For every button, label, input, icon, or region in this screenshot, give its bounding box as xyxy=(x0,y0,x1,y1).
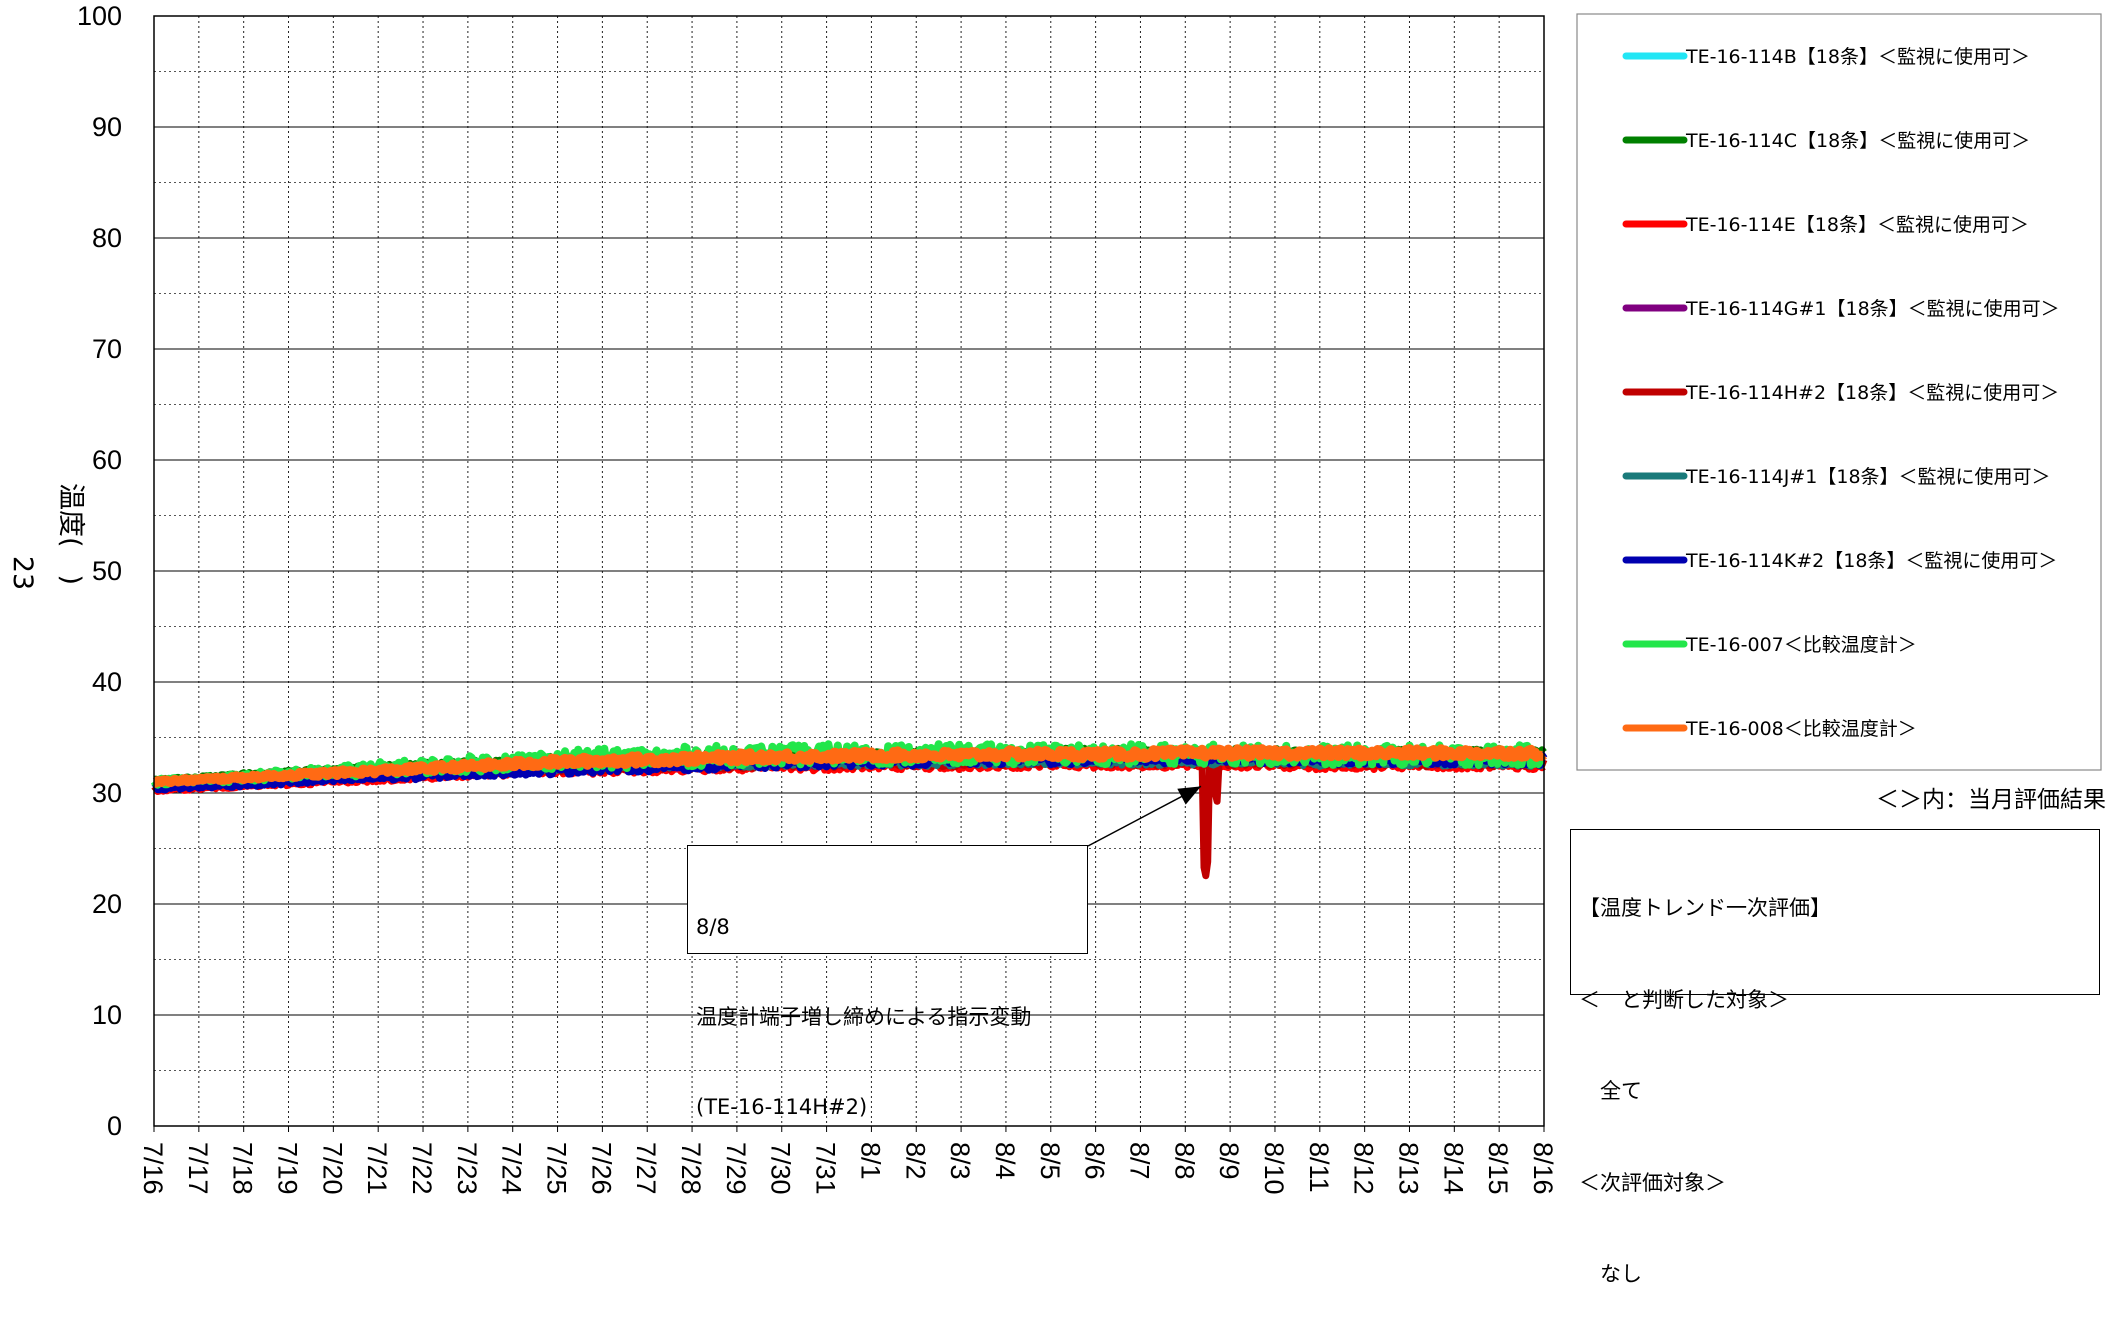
x-tick-label: 7/16 xyxy=(138,1142,168,1195)
x-tick-label: 8/3 xyxy=(945,1142,975,1180)
legend: TE-16-114B【18条】＜監視に使用可＞ TE-16-114C【18条】＜監… xyxy=(1622,46,2060,740)
x-tick-label: 7/24 xyxy=(497,1142,527,1195)
x-tick-label: 7/22 xyxy=(407,1142,437,1195)
series-line-9 xyxy=(150,744,1548,788)
y-tick-label: 70 xyxy=(92,334,122,364)
evaluation-next-value: なし xyxy=(1579,1262,1642,1286)
x-tick-label: 8/8 xyxy=(1169,1142,1199,1180)
legend-label: TE-16-114K#2【18条】＜監視に使用可＞ xyxy=(1685,550,2057,572)
legend-label: TE-16-007＜比較温度計＞ xyxy=(1685,634,1917,656)
evaluation-judged-label: ＜ と判断した対象＞ xyxy=(1579,987,1789,1012)
legend-label: TE-16-114J#1【18条】＜監視に使用可＞ xyxy=(1685,466,2051,488)
legend-label: TE-16-114C【18条】＜監視に使用可＞ xyxy=(1685,130,2030,152)
evaluation-box: 【温度トレンド一次評価】 ＜ と判断した対象＞ 全て ＜次評価対象＞ なし xyxy=(1570,829,2100,1286)
x-tick-label: 7/29 xyxy=(721,1142,751,1195)
x-tick-label: 8/15 xyxy=(1483,1142,1513,1195)
legend-label: TE-16-008＜比較温度計＞ xyxy=(1685,718,1917,740)
x-tick-label: 7/21 xyxy=(362,1142,392,1195)
evaluation-judged-value: 全て xyxy=(1579,1079,1642,1103)
evaluation-next-label: ＜次評価対象＞ xyxy=(1579,1170,1726,1195)
x-tick-label: 7/19 xyxy=(273,1142,303,1195)
x-tick-label: 8/7 xyxy=(1124,1142,1154,1180)
x-tick-label: 8/4 xyxy=(990,1142,1020,1180)
y-tick-label: 80 xyxy=(92,223,122,253)
x-tick-label: 7/26 xyxy=(586,1142,616,1195)
y-tick-label: 50 xyxy=(92,556,122,586)
legend-label: TE-16-114B【18条】＜監視に使用可＞ xyxy=(1685,46,2030,68)
x-tick-label: 8/9 xyxy=(1214,1142,1244,1180)
y-tick-label: 0 xyxy=(107,1111,122,1141)
x-axis-ticks: 7/16 7/17 7/18 7/19 7/20 7/21 7/22 7/23 7/24 7/25… xyxy=(138,1126,1558,1195)
x-tick-label: 7/30 xyxy=(766,1142,796,1195)
annotation-box: 8/8 温度計端子増し締めによる指示変動 (TE-16-114H#2) xyxy=(687,845,1088,1119)
x-tick-label: 7/23 xyxy=(452,1142,482,1195)
x-tick-label: 8/5 xyxy=(1035,1142,1065,1180)
y-tick-label: 30 xyxy=(92,778,122,808)
x-tick-label: 8/13 xyxy=(1393,1142,1423,1195)
annotation-line-desc: 温度計端子増し締めによる指示変動 xyxy=(696,1005,1032,1029)
y-tick-label: 40 xyxy=(92,667,122,697)
x-tick-label: 8/1 xyxy=(855,1142,885,1180)
x-tick-label: 8/16 xyxy=(1528,1142,1558,1195)
x-tick-label: 7/25 xyxy=(542,1142,572,1195)
evaluation-title: 【温度トレンド一次評価】 xyxy=(1579,896,1831,920)
x-tick-label: 8/11 xyxy=(1304,1142,1334,1193)
x-tick-label: 7/18 xyxy=(228,1142,258,1195)
x-tick-label: 7/28 xyxy=(676,1142,706,1195)
legend-note: ＜＞内：当月評価結果 xyxy=(1876,787,2106,813)
y-tick-label: 10 xyxy=(92,1000,122,1030)
legend-label: TE-16-114G#1【18条】＜監視に使用可＞ xyxy=(1685,298,2060,320)
y-tick-label: 20 xyxy=(92,889,122,919)
legend-label: TE-16-114H#2【18条】＜監視に使用可＞ xyxy=(1685,382,2059,404)
y-tick-label: 100 xyxy=(77,1,122,31)
y-axis-side-label: 23 xyxy=(7,556,38,590)
x-tick-label: 8/12 xyxy=(1349,1142,1379,1195)
x-tick-label: 8/14 xyxy=(1438,1142,1468,1195)
y-axis-ticks: 0 10 20 30 40 50 60 70 80 90 100 xyxy=(77,1,122,1141)
legend-label: TE-16-114E【18条】＜監視に使用可＞ xyxy=(1685,214,2029,236)
annotation-arrowhead xyxy=(1177,786,1201,805)
y-tick-label: 90 xyxy=(92,112,122,142)
x-tick-label: 7/31 xyxy=(811,1142,841,1195)
x-tick-label: 8/2 xyxy=(900,1142,930,1180)
series-layer xyxy=(150,740,1548,880)
annotation-line-tag: (TE-16-114H#2) xyxy=(696,1095,868,1119)
x-tick-label: 8/6 xyxy=(1080,1142,1110,1180)
annotation-line-date: 8/8 xyxy=(696,915,730,939)
plot-frame xyxy=(153,15,1545,1127)
x-tick-label: 8/10 xyxy=(1259,1142,1289,1195)
y-axis-label: 温度( ) xyxy=(55,483,86,585)
x-tick-label: 7/27 xyxy=(631,1142,661,1195)
x-tick-label: 7/20 xyxy=(317,1142,347,1195)
x-tick-label: 7/17 xyxy=(183,1142,213,1195)
y-tick-label: 60 xyxy=(92,445,122,475)
